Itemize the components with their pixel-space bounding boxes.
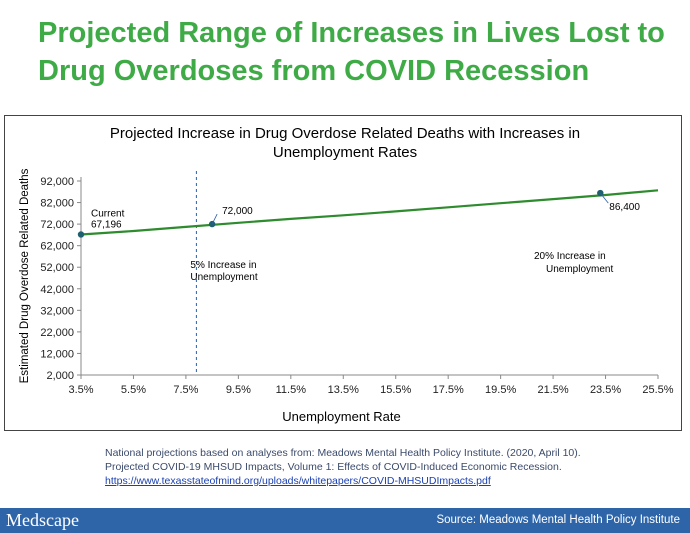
y-tick-label: 22,000 [40, 327, 74, 339]
point-86400-label: 86,400 [609, 202, 640, 213]
x-tick-label: 23.5% [590, 384, 621, 396]
x-tick-label: 5.5% [121, 384, 146, 396]
point-72000-label: 72,000 [222, 206, 253, 217]
point-current-value: 67,196 [91, 219, 122, 230]
y-tick-label: 92,000 [40, 176, 74, 188]
y-tick-label: 82,000 [40, 198, 74, 210]
point-current-title: Current [91, 208, 125, 219]
x-tick-label: 9.5% [226, 384, 251, 396]
y-tick-label: 32,000 [40, 305, 74, 317]
point-72000-leader [211, 213, 218, 225]
annotation-5pct-line1: 5% Increase in [190, 260, 256, 271]
x-tick-label: 11.5% [276, 384, 307, 396]
footer-bar: Medscape Source: Meadows Mental Health P… [0, 508, 690, 533]
y-tick-label: 42,000 [40, 284, 74, 296]
x-tick-label: 3.5% [68, 384, 93, 396]
chart-container: Projected Increase in Drug Overdose Rela… [4, 115, 682, 431]
x-tick-label: 25.5% [642, 384, 673, 396]
chart-title: Projected Increase in Drug Overdose Rela… [109, 125, 581, 161]
x-tick-label: 15.5% [380, 384, 411, 396]
point-72000 [208, 220, 216, 228]
y-tick-label: 62,000 [40, 241, 74, 253]
point-86400-leader [599, 192, 609, 204]
y-tick-label: 72,000 [40, 219, 74, 231]
x-tick-label: 17.5% [433, 384, 464, 396]
x-tick-label: 7.5% [173, 384, 198, 396]
medscape-logo[interactable]: Medscape [6, 510, 79, 530]
annotation-5pct-line2: Unemployment [190, 272, 257, 283]
slide-title: Projected Range of Increases in Lives Lo… [38, 17, 665, 87]
y-axis-title: Estimated Drug Overdose Related Deaths [19, 168, 31, 383]
x-axis-title: Unemployment Rate [282, 409, 401, 424]
footer-source: Source: Meadows Mental Health Policy Ins… [436, 514, 680, 526]
y-tick-label: 52,000 [40, 262, 74, 274]
y-tick-label: 12,000 [40, 348, 74, 360]
x-tick-label: 21.5% [537, 384, 568, 396]
line-chart: 92,000 82,000 72,000 62,000 52,000 42,000 32,0… [19, 168, 674, 424]
x-tick-label: 19.5% [485, 384, 516, 396]
y-tick-label: 2,000 [46, 370, 74, 382]
source-note: National projections based on analyses f… [105, 446, 605, 488]
source-link[interactable]: https://www.texasstateofmind.org/uploads… [105, 475, 491, 487]
point-current [77, 231, 85, 238]
source-citation: National projections based on analyses f… [105, 447, 581, 473]
annotation-20pct-line1: 20% Increase in [534, 251, 606, 262]
annotation-20pct-line2: Unemployment [546, 264, 613, 275]
x-tick-label: 13.5% [328, 384, 359, 396]
projection-series-line [80, 189, 659, 236]
